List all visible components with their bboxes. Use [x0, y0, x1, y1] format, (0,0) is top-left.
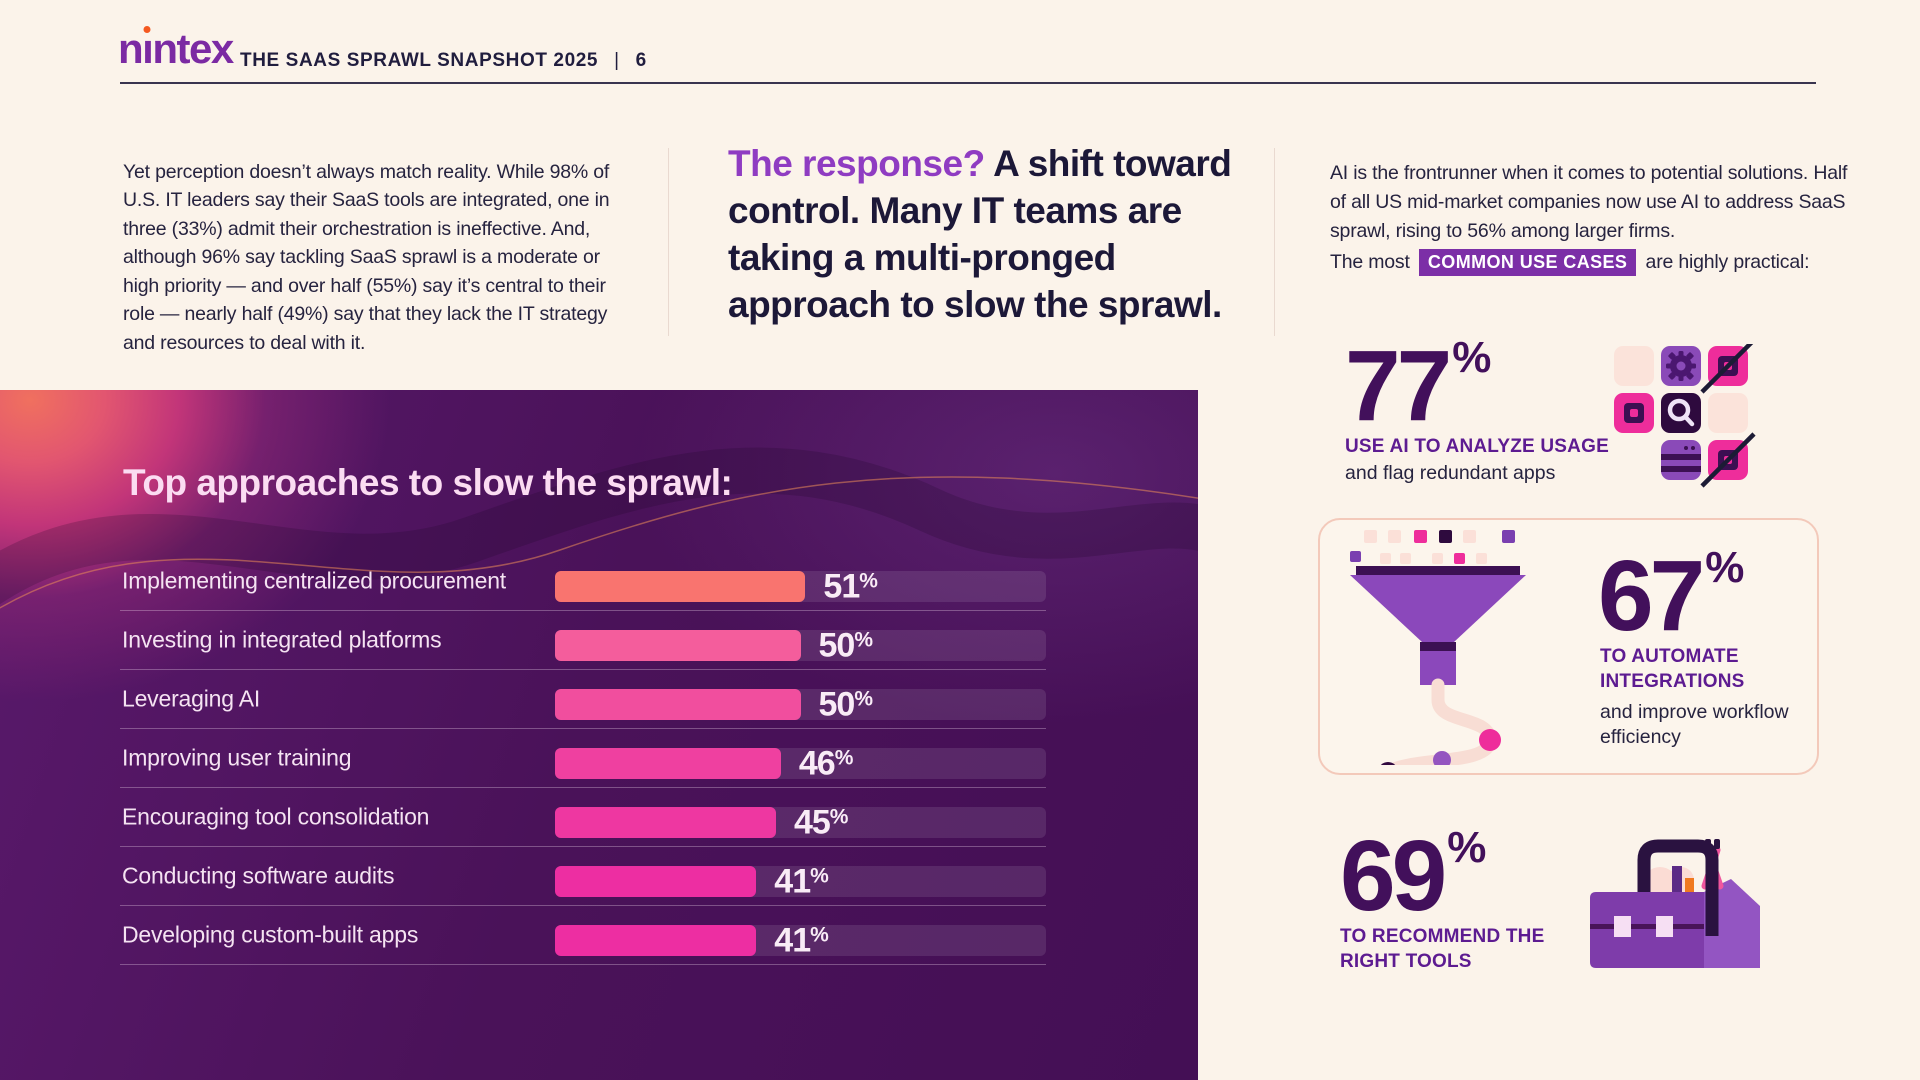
bar-label: Leveraging AI: [122, 685, 261, 712]
bar-value: 46%: [798, 744, 854, 782]
bar-value: 50%: [818, 626, 874, 664]
logo-i-orange-dot: ı: [142, 25, 154, 72]
column-divider: [668, 148, 669, 336]
document-title: THE SAAS SPRAWL SNAPSHOT 2025 | 6: [240, 50, 647, 72]
bar-value: 41%: [774, 921, 829, 959]
header-rule: [120, 82, 1816, 84]
bar-label: Implementing centralized procurement: [122, 567, 506, 594]
column-divider: [1274, 148, 1275, 336]
headline: The response? A shift toward control. Ma…: [728, 143, 1232, 325]
falling-app-squares: [1350, 530, 1515, 564]
chart-rows: Implementing centralized procurement 51% I…: [120, 552, 1046, 965]
stat-77-label: USE AI TO ANALYZE USAGE: [1345, 436, 1609, 457]
headline-accent: The response?: [728, 143, 985, 184]
bar-track: 50%: [555, 626, 1046, 664]
chart-row: Improving user training 46%: [120, 729, 1046, 788]
bar-track: 41%: [555, 862, 1046, 900]
chart-panel: Top approaches to slow the sprawl: Imple…: [0, 390, 1198, 1080]
title-separator: |: [614, 50, 620, 71]
ai-solutions-paragraph: AI is the frontrunner when it comes to p…: [1330, 161, 1848, 242]
bar-fill: [555, 571, 806, 602]
funnel-icon: [1350, 530, 1526, 765]
bar-value: 50%: [818, 685, 874, 723]
bar-fill: [555, 630, 801, 661]
toolbox-icon: [1590, 839, 1760, 968]
bar-fill: [555, 689, 801, 720]
chart-row: Leveraging AI 50%: [120, 670, 1046, 729]
bar-label: Encouraging tool consolidation: [122, 803, 430, 830]
stat-69-value: 69%: [1340, 820, 1486, 932]
nintex-logo: nıntex: [118, 25, 234, 72]
app-grid-icon: [1614, 344, 1756, 488]
bar-fill: [555, 748, 781, 779]
bar-track: 51%: [555, 567, 1046, 605]
stat-67-label: TO AUTOMATE INTEGRATIONS: [1600, 646, 1745, 692]
bar-value: 45%: [793, 803, 849, 841]
server-icon: [1661, 440, 1701, 480]
bar-value: 41%: [774, 862, 829, 900]
gear-icon: [1661, 346, 1701, 386]
chart-row: Conducting software audits 41%: [120, 847, 1046, 906]
chart-row: Implementing centralized procurement 51%: [120, 552, 1046, 611]
bar-fill: [555, 925, 757, 956]
chart-row: Investing in integrated platforms 50%: [120, 611, 1046, 670]
bar-label: Developing custom-built apps: [122, 921, 419, 948]
flagged-app-icon: [1700, 432, 1756, 488]
flagged-app-icon: [1700, 344, 1754, 394]
chart-row: Encouraging tool consolidation 45%: [120, 788, 1046, 847]
bar-track: 46%: [555, 744, 1046, 782]
app-icon: [1614, 393, 1654, 433]
bar-fill: [555, 866, 757, 897]
page-number: 6: [635, 50, 647, 71]
bar-fill: [555, 807, 776, 838]
chart-title: Top approaches to slow the sprawl:: [123, 462, 733, 503]
bar-track: 45%: [555, 803, 1046, 841]
report-title: THE SAAS SPRAWL SNAPSHOT 2025: [240, 50, 599, 71]
stat-77-value: 77%: [1345, 330, 1491, 442]
stat-69-label: TO RECOMMEND THE RIGHT TOOLS: [1340, 926, 1545, 972]
common-use-cases-badge: COMMON USE CASES: [1418, 249, 1637, 276]
logo-text: n: [118, 25, 144, 72]
bar-label: Improving user training: [122, 744, 352, 771]
use-cases-line: The most COMMON USE CASES are highly pra…: [1330, 249, 1810, 276]
bar-label: Conducting software audits: [122, 862, 395, 889]
stat-77-sublabel: and flag redundant apps: [1345, 462, 1556, 484]
intro-paragraph: Yet perception doesn’t always match real…: [123, 160, 610, 354]
magnifier-icon: [1661, 393, 1701, 433]
bar-value: 51%: [823, 567, 878, 605]
bar-track: 41%: [555, 921, 1046, 959]
stat-67-value: 67%: [1598, 540, 1744, 652]
chart-row: Developing custom-built apps 41%: [120, 906, 1046, 965]
bar-label: Investing in integrated platforms: [122, 626, 442, 653]
stat-67-sublabel: and improve workflow efficiency: [1600, 701, 1789, 748]
pipe-path: [1380, 678, 1501, 765]
bar-track: 50%: [555, 685, 1046, 723]
